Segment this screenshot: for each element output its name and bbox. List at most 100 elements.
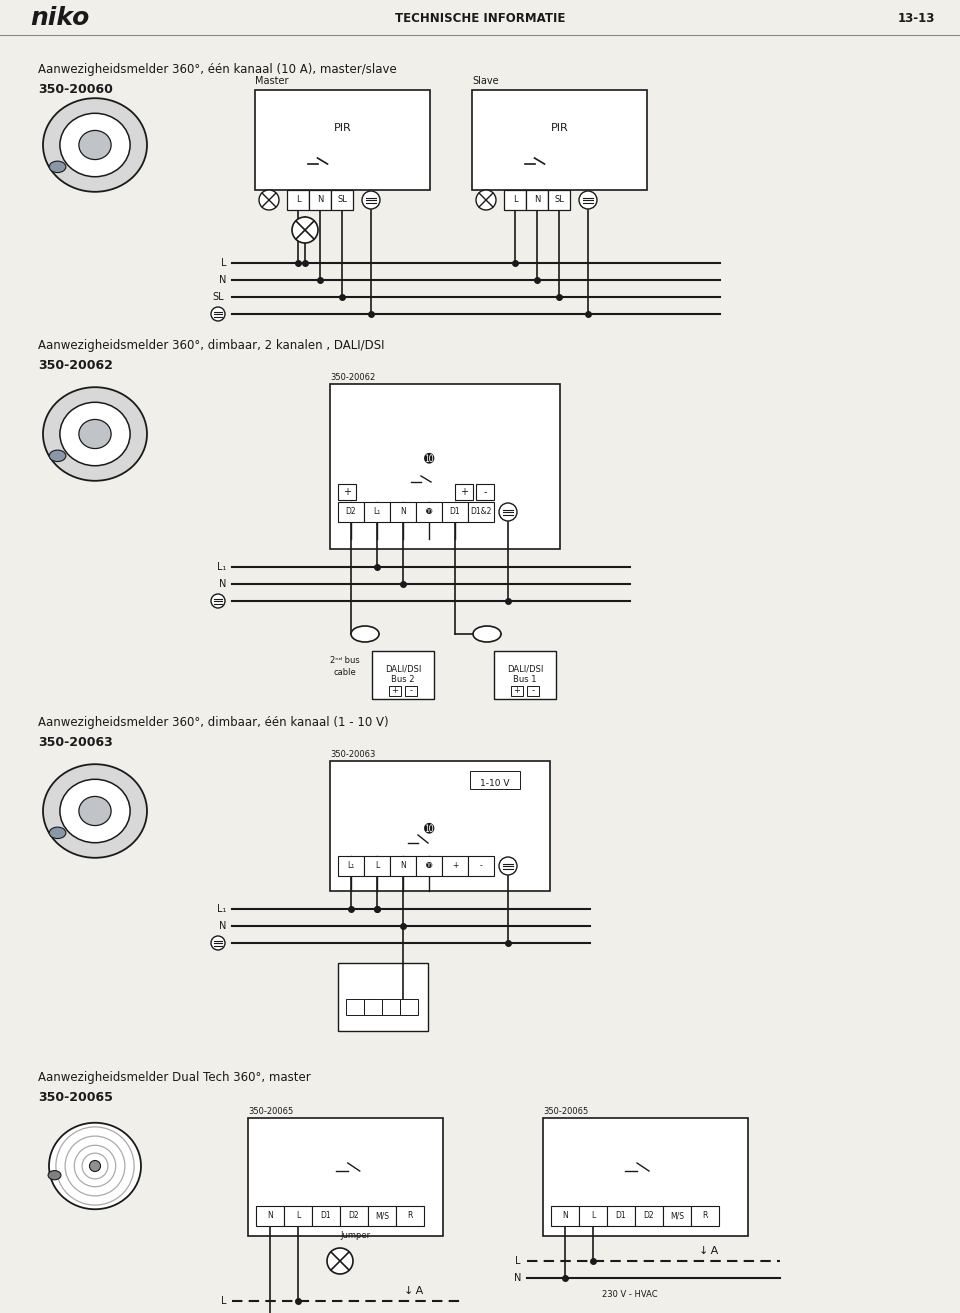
Text: +: +	[452, 861, 458, 871]
Text: D1: D1	[615, 1212, 626, 1221]
Text: R: R	[703, 1212, 708, 1221]
Ellipse shape	[60, 402, 131, 466]
Text: -: -	[408, 1004, 410, 1010]
Text: ↓ A: ↓ A	[699, 1246, 718, 1257]
Bar	[543, 1117, 748, 1236]
Bar	[389, 685, 401, 696]
Ellipse shape	[43, 387, 147, 481]
Bar	[405, 685, 417, 696]
Bar	[368, 1207, 396, 1226]
Text: N: N	[219, 274, 226, 285]
Circle shape	[499, 857, 517, 874]
Bar	[579, 1207, 607, 1226]
Text: N: N	[514, 1274, 521, 1283]
Bar	[494, 651, 556, 699]
Text: TECHNISCHE INFORMATIE: TECHNISCHE INFORMATIE	[395, 12, 565, 25]
Circle shape	[476, 190, 496, 210]
Text: -: -	[410, 685, 413, 695]
Text: Bus 1: Bus 1	[514, 675, 537, 684]
Bar	[284, 1207, 312, 1226]
Bar	[455, 484, 473, 500]
Text: N: N	[267, 1212, 273, 1221]
Text: Jumper: Jumper	[340, 1232, 371, 1239]
Ellipse shape	[49, 827, 66, 839]
Bar	[551, 1207, 579, 1226]
Text: Aanwezigheidsmelder 360°, dimbaar, één kanaal (1 - 10 V): Aanwezigheidsmelder 360°, dimbaar, één k…	[38, 716, 389, 729]
Text: L₁: L₁	[373, 508, 380, 516]
Bar	[416, 502, 442, 523]
Ellipse shape	[79, 797, 111, 826]
Ellipse shape	[351, 626, 379, 642]
Text: N: N	[352, 1004, 358, 1010]
Text: L: L	[372, 1004, 375, 1010]
Text: SL: SL	[554, 196, 564, 205]
Text: L: L	[374, 861, 379, 871]
Text: ➓: ➓	[426, 508, 432, 516]
Bar	[400, 999, 418, 1015]
Text: Aanwezigheidsmelder 360°, één kanaal (10 A), master/slave: Aanwezigheidsmelder 360°, één kanaal (10…	[38, 63, 396, 76]
Text: ↓ A: ↓ A	[404, 1285, 423, 1296]
Circle shape	[211, 936, 225, 951]
Ellipse shape	[49, 161, 66, 172]
Bar	[312, 1207, 340, 1226]
Text: L: L	[296, 196, 300, 205]
Ellipse shape	[48, 1171, 61, 1180]
Text: PIR: PIR	[334, 123, 351, 133]
Text: N: N	[219, 920, 226, 931]
Bar	[663, 1207, 691, 1226]
Bar	[364, 999, 382, 1015]
Text: +: +	[514, 685, 520, 695]
Ellipse shape	[473, 626, 501, 642]
Text: -: -	[483, 487, 487, 498]
Text: D2: D2	[346, 508, 356, 516]
Bar	[468, 856, 494, 876]
Ellipse shape	[49, 1123, 141, 1209]
Bar	[309, 190, 331, 210]
Text: -: -	[532, 685, 535, 695]
Text: 350-20065: 350-20065	[543, 1107, 588, 1116]
Text: M/S: M/S	[375, 1212, 389, 1221]
Text: L: L	[516, 1257, 521, 1266]
Text: 350-20065: 350-20065	[248, 1107, 293, 1116]
Circle shape	[579, 190, 597, 209]
Text: L₁: L₁	[217, 903, 226, 914]
Text: N: N	[400, 861, 406, 871]
Text: DALI/DSI: DALI/DSI	[385, 664, 421, 674]
Text: 1ˢᵗ bus: 1ˢᵗ bus	[492, 656, 521, 664]
Text: 230 V - HVAC: 230 V - HVAC	[602, 1289, 658, 1299]
Bar	[470, 771, 520, 789]
Bar	[287, 190, 309, 210]
Text: Slave: Slave	[472, 76, 498, 85]
Text: DALI/DSI: DALI/DSI	[507, 664, 543, 674]
Text: L: L	[296, 1212, 300, 1221]
Ellipse shape	[49, 450, 66, 462]
Text: Aanwezigheidsmelder 360°, dimbaar, 2 kanalen , DALI/DSI: Aanwezigheidsmelder 360°, dimbaar, 2 kan…	[38, 339, 385, 352]
Text: Master: Master	[255, 76, 289, 85]
Text: L: L	[513, 196, 517, 205]
Bar	[390, 856, 416, 876]
Text: ➓: ➓	[423, 453, 434, 466]
Text: 350-20062: 350-20062	[330, 373, 375, 382]
Bar	[256, 1207, 284, 1226]
Circle shape	[292, 217, 318, 243]
Bar	[442, 856, 468, 876]
Text: 350-20060: 350-20060	[38, 83, 113, 96]
Text: cable: cable	[334, 668, 356, 678]
Text: +: +	[392, 685, 398, 695]
Bar	[338, 502, 364, 523]
Bar	[338, 484, 356, 500]
Text: R: R	[407, 1212, 413, 1221]
Bar	[331, 190, 353, 210]
Text: L₁: L₁	[348, 861, 354, 871]
Circle shape	[362, 190, 380, 209]
Text: -: -	[480, 861, 482, 871]
Bar	[476, 484, 494, 500]
Text: L₁: L₁	[217, 562, 226, 572]
Ellipse shape	[60, 113, 131, 177]
Bar	[330, 762, 550, 892]
Text: 350-20063: 350-20063	[330, 750, 375, 759]
Text: 350-20062: 350-20062	[38, 358, 113, 372]
Text: +: +	[343, 487, 351, 498]
Text: N: N	[563, 1212, 568, 1221]
Text: Aanwezigheidsmelder Dual Tech 360°, master: Aanwezigheidsmelder Dual Tech 360°, mast…	[38, 1071, 311, 1085]
